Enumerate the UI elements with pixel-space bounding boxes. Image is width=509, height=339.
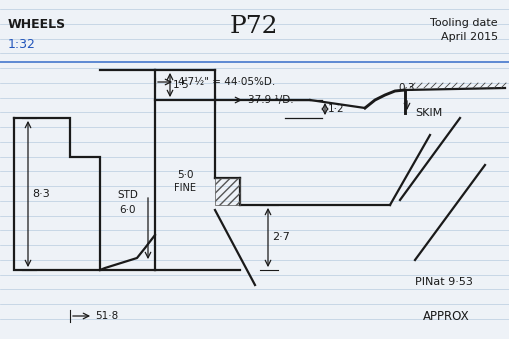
Text: FINE: FINE bbox=[174, 183, 196, 193]
Text: P72: P72 bbox=[230, 15, 278, 38]
Text: 2·7: 2·7 bbox=[272, 232, 290, 242]
Text: 51·8: 51·8 bbox=[95, 311, 118, 321]
Text: WHEELS: WHEELS bbox=[8, 18, 66, 31]
Text: 6·0: 6·0 bbox=[120, 205, 136, 215]
Text: 5·0: 5·0 bbox=[177, 170, 193, 180]
Text: April 2015: April 2015 bbox=[441, 32, 498, 42]
Text: 1:32: 1:32 bbox=[8, 38, 36, 51]
Text: STD: STD bbox=[118, 190, 138, 200]
Text: 1·5: 1·5 bbox=[173, 80, 190, 90]
Text: APPROX: APPROX bbox=[423, 310, 470, 322]
Text: Tooling date: Tooling date bbox=[431, 18, 498, 28]
Text: 8·3: 8·3 bbox=[32, 189, 50, 199]
Text: 1·2: 1·2 bbox=[328, 104, 345, 114]
Text: 37.9 ¹/D.: 37.9 ¹/D. bbox=[248, 95, 294, 105]
Text: PINat 9·53: PINat 9·53 bbox=[415, 277, 473, 287]
Bar bbox=[215, 178, 240, 205]
Text: SKIM: SKIM bbox=[415, 108, 442, 118]
Text: 0·3: 0·3 bbox=[399, 83, 415, 93]
Text: 4'7½" = 44·05%D.: 4'7½" = 44·05%D. bbox=[178, 77, 275, 87]
